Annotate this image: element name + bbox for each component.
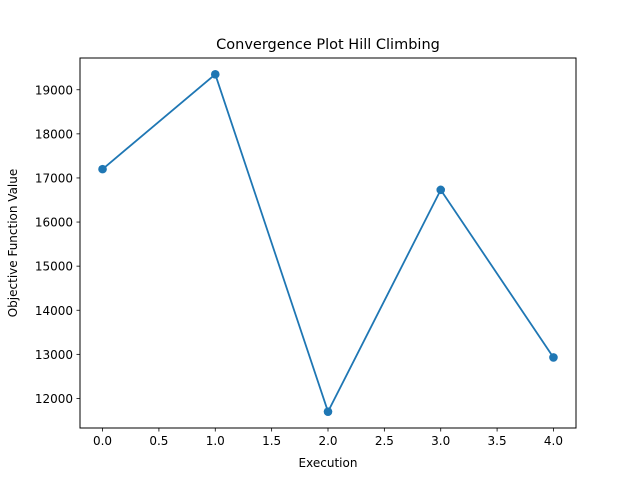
y-tick-label: 12000 (35, 392, 73, 406)
x-tick-label: 0.5 (149, 434, 168, 448)
plot-area (80, 58, 576, 428)
y-tick-label: 15000 (35, 260, 73, 274)
x-tick-label: 3.5 (488, 434, 507, 448)
x-tick-label: 2.0 (318, 434, 337, 448)
data-point (549, 353, 558, 362)
x-tick-label: 2.5 (375, 434, 394, 448)
series-layer (98, 70, 558, 416)
x-tick-label: 0.0 (93, 434, 112, 448)
y-tick-label: 19000 (35, 83, 73, 97)
y-axis-label: Objective Function Value (6, 169, 20, 318)
x-tick-label: 1.0 (206, 434, 225, 448)
x-axis-ticks: 0.0 0.5 1.0 1.5 2.0 2.5 3.0 3.5 4.0 (93, 428, 563, 448)
x-tick-label: 4.0 (544, 434, 563, 448)
y-tick-label: 16000 (35, 216, 73, 230)
x-tick-label: 3.0 (431, 434, 450, 448)
y-axis-ticks: 12000 13000 14000 15000 16000 17000 18000 19000 (35, 83, 80, 406)
data-point (323, 407, 333, 416)
y-tick-label: 14000 (35, 304, 73, 318)
y-tick-label: 17000 (35, 171, 73, 185)
data-point (210, 70, 220, 79)
x-axis-label: Execution (299, 456, 358, 470)
plot-frame (79, 57, 577, 429)
data-point (436, 185, 446, 195)
x-tick-label: 1.5 (262, 434, 281, 448)
data-point (98, 164, 107, 174)
y-tick-label: 18000 (35, 127, 73, 141)
chart-title: Convergence Plot Hill Climbing (216, 37, 440, 53)
y-tick-label: 13000 (35, 348, 73, 362)
